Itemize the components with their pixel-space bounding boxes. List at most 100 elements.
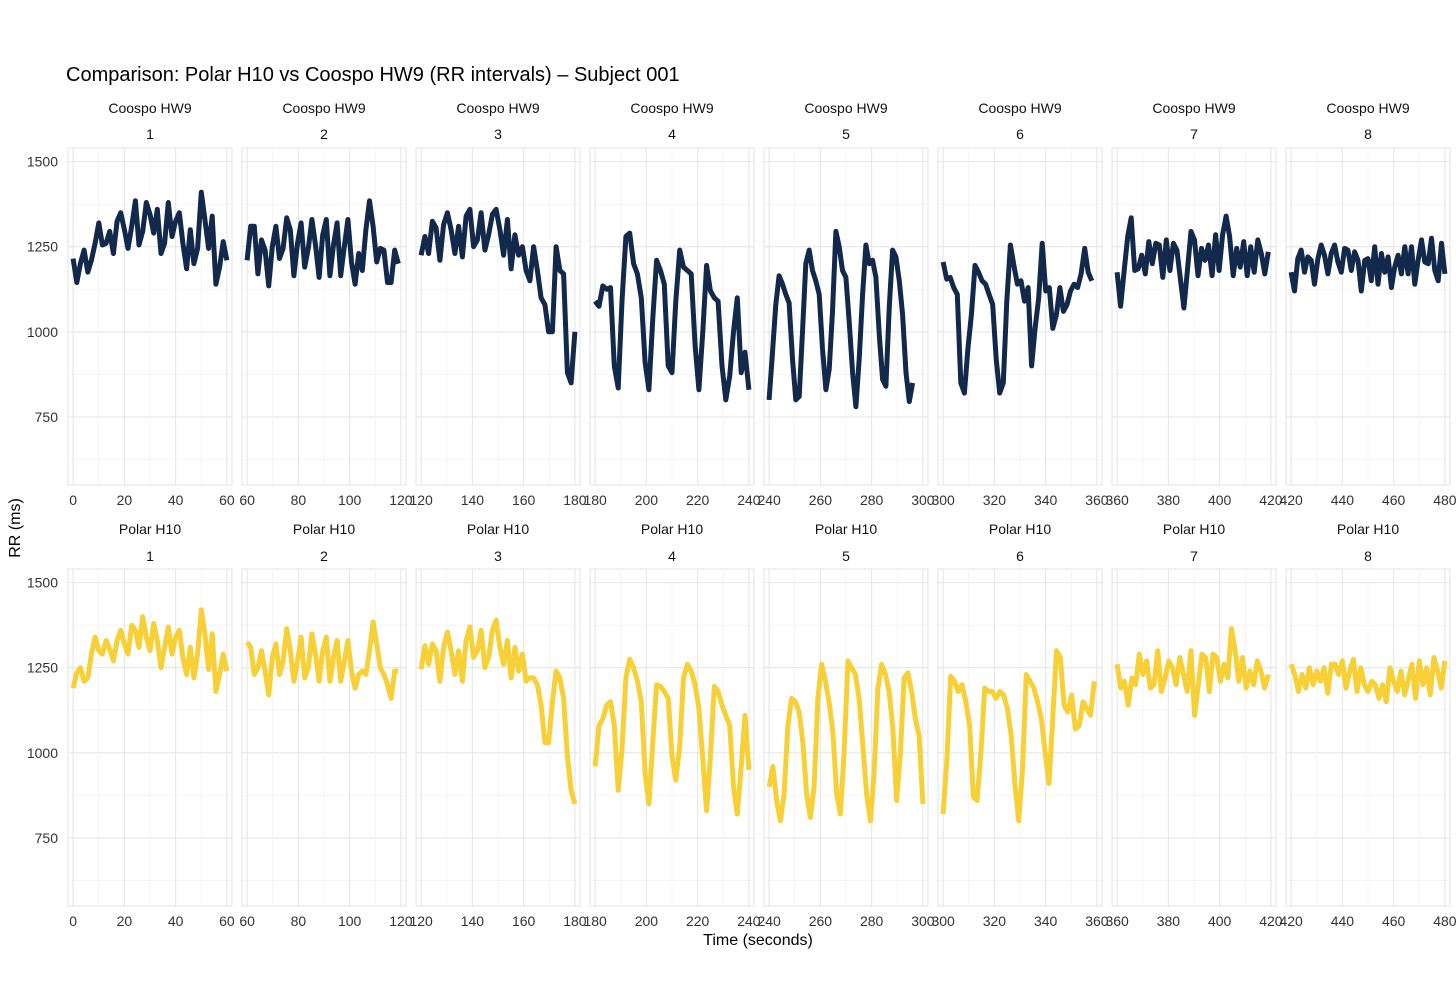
series-line-coospo-hw9: [418, 206, 578, 386]
series-line-coospo-hw9: [593, 230, 752, 403]
series-line-polar-h10: [1114, 626, 1271, 718]
x-tick-label: 400: [1208, 492, 1232, 508]
strip-device-label: Polar H10: [467, 521, 529, 537]
strip-segment-label: 3: [494, 548, 502, 564]
x-tick-label: 300: [911, 913, 935, 929]
x-tick-label: 260: [809, 913, 833, 929]
x-tick-label: 60: [219, 913, 235, 929]
strip-segment-label: 4: [668, 548, 676, 564]
strip-segment-label: 4: [668, 126, 676, 142]
x-tick-label: 200: [635, 913, 659, 929]
series-line-polar-h10: [245, 619, 399, 701]
strip-segment-label: 8: [1364, 126, 1372, 142]
strip-segment-label: 2: [320, 126, 328, 142]
strip-segment-label: 1: [146, 126, 154, 142]
panel-polar-h10-2: Polar H10 2 60 80 100 120: [239, 521, 412, 929]
strip-device-label: Polar H10: [815, 521, 877, 537]
x-tick-label: 300: [911, 492, 935, 508]
x-tick-label: 100: [338, 913, 362, 929]
x-tick-label: 40: [168, 913, 184, 929]
panel-coospo-hw9-4: Coospo HW9 4 180 200 220 240: [583, 100, 760, 508]
x-tick-label: 360: [1105, 492, 1129, 508]
x-tick-label: 360: [1085, 913, 1109, 929]
strip-device-label: Coospo HW9: [456, 100, 539, 116]
strip-segment-label: 5: [842, 126, 850, 142]
panel-coospo-hw9-6: Coospo HW9 6 300 320 340 360: [931, 100, 1108, 508]
x-tick-label: 300: [931, 913, 955, 929]
x-tick-label: 100: [338, 492, 362, 508]
strip-device-label: Coospo HW9: [978, 100, 1061, 116]
panel-polar-h10-5: Polar H10 5 240 260 280 300: [757, 521, 934, 929]
panel-polar-h10-1: Polar H10 1 0 20 40 60: [67, 521, 235, 929]
x-tick-label: 240: [757, 492, 781, 508]
series-line-coospo-hw9: [766, 228, 916, 410]
series-line-coospo-hw9: [70, 189, 230, 287]
strip-device-label: Coospo HW9: [108, 100, 191, 116]
x-tick-label: 420: [1279, 913, 1303, 929]
x-tick-label: 180: [583, 492, 607, 508]
x-tick-label: 220: [686, 913, 710, 929]
x-tick-label: 380: [1157, 492, 1181, 508]
x-tick-label: 360: [1085, 492, 1109, 508]
x-tick-label: 60: [219, 492, 235, 508]
x-tick-label: 360: [1105, 913, 1129, 929]
x-tick-label: 440: [1331, 492, 1355, 508]
x-tick-label: 0: [69, 913, 77, 929]
strip-device-label: Coospo HW9: [1152, 100, 1235, 116]
panel-polar-h10-4: Polar H10 4 180 200 220 240: [583, 521, 760, 929]
panel-coospo-hw9-3: Coospo HW9 3 120 140 160 180: [409, 100, 586, 508]
strip-segment-label: 5: [842, 548, 850, 564]
x-tick-label: 60: [239, 913, 255, 929]
strip-device-label: Polar H10: [641, 521, 703, 537]
strip-device-label: Coospo HW9: [804, 100, 887, 116]
x-tick-label: 120: [409, 492, 433, 508]
x-tick-label: 180: [563, 913, 587, 929]
x-tick-label: 80: [291, 492, 307, 508]
x-tick-label: 0: [69, 492, 77, 508]
x-tick-label: 340: [1034, 913, 1058, 929]
x-tick-label: 400: [1208, 913, 1232, 929]
strip-segment-label: 7: [1190, 126, 1198, 142]
series-line-coospo-hw9: [244, 198, 401, 289]
series-line-coospo-hw9: [1288, 235, 1448, 294]
x-tick-label: 420: [1259, 913, 1283, 929]
strip-device-label: Polar H10: [293, 521, 355, 537]
x-tick-label: 180: [563, 492, 587, 508]
x-tick-label: 320: [983, 492, 1007, 508]
x-tick-label: 420: [1259, 492, 1283, 508]
panel-polar-h10-6: Polar H10 6 300 320 340 360: [931, 521, 1108, 929]
y-axis-title: RR (ms): [7, 498, 24, 558]
x-tick-label: 220: [686, 492, 710, 508]
x-tick-label: 380: [1157, 913, 1181, 929]
series-line-polar-h10: [70, 607, 230, 694]
x-tick-label: 280: [860, 913, 884, 929]
x-tick-label: 20: [117, 492, 133, 508]
panel-polar-h10-8: Polar H10 8 420 440 460 480: [1279, 521, 1456, 929]
x-tick-label: 480: [1433, 913, 1456, 929]
x-tick-label: 160: [512, 492, 536, 508]
panel-coospo-hw9-2: Coospo HW9 2 60 80 100 120: [239, 100, 412, 508]
y-tick-label: 750: [35, 409, 59, 425]
series-line-polar-h10: [940, 648, 1097, 824]
x-tick-label: 40: [168, 492, 184, 508]
y-tick-label: 1500: [27, 154, 58, 170]
x-tick-label: 460: [1382, 913, 1406, 929]
strip-segment-label: 2: [320, 548, 328, 564]
panel-polar-h10-7: Polar H10 7 360 380 400 420: [1105, 521, 1282, 929]
strip-device-label: Polar H10: [1337, 521, 1399, 537]
x-tick-label: 140: [461, 913, 485, 929]
series-line-coospo-hw9: [1114, 213, 1271, 311]
x-tick-label: 240: [757, 913, 781, 929]
x-tick-label: 260: [809, 492, 833, 508]
x-axis-title: Time (seconds): [703, 932, 813, 949]
y-tick-label: 1000: [27, 745, 58, 761]
x-tick-label: 180: [583, 913, 607, 929]
x-tick-label: 140: [461, 492, 485, 508]
x-tick-label: 460: [1382, 492, 1406, 508]
x-tick-label: 120: [409, 913, 433, 929]
x-tick-label: 280: [860, 492, 884, 508]
